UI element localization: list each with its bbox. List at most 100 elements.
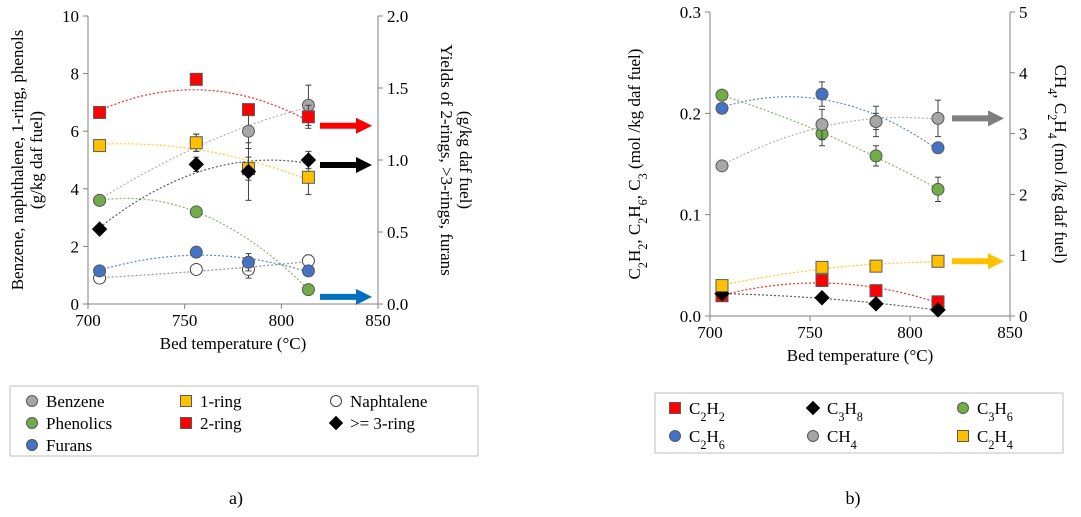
a-panel-label: a) bbox=[229, 488, 243, 509]
b-legend-label: C2H2 bbox=[689, 399, 725, 424]
b-y-left-tick-label: 0.3 bbox=[680, 3, 701, 22]
b-legend-marker bbox=[957, 402, 969, 414]
b-data-point bbox=[715, 159, 729, 173]
b-x-axis-title: Bed temperature (°C) bbox=[787, 346, 934, 365]
b-data-point bbox=[931, 254, 945, 268]
a-legend-label: Phenolics bbox=[46, 414, 112, 433]
a-y-right-tick-label: 0.5 bbox=[387, 223, 408, 242]
a-x-axis-title: Bed temperature (°C) bbox=[160, 334, 307, 353]
b-data-point bbox=[815, 260, 829, 274]
a-y-right-tick-label: 0.0 bbox=[387, 295, 408, 314]
b-legend-marker bbox=[805, 400, 821, 416]
b-legend-box bbox=[654, 392, 1064, 454]
a-data-point bbox=[93, 264, 107, 278]
b-data-point bbox=[931, 182, 945, 196]
a-y-right-tick-label: 2.0 bbox=[387, 7, 408, 26]
a-series-phenolics bbox=[93, 193, 315, 297]
a-arrow-head bbox=[356, 157, 372, 173]
b-data-point bbox=[814, 290, 830, 306]
b-legend-marker bbox=[807, 430, 819, 442]
b-trendline bbox=[721, 293, 939, 311]
b-data-point bbox=[930, 302, 946, 318]
a-legend-marker bbox=[26, 395, 38, 407]
a-data-point bbox=[301, 170, 315, 184]
b-data-point bbox=[869, 284, 883, 298]
a-y-left-tick-label: 8 bbox=[71, 65, 80, 84]
b-data-point bbox=[715, 88, 729, 102]
a-data-point bbox=[240, 163, 257, 180]
b-data-point bbox=[869, 114, 883, 128]
a-x-tick-label: 850 bbox=[365, 311, 391, 330]
a-legend-label: Furans bbox=[46, 436, 92, 455]
a-x-tick-label: 750 bbox=[172, 311, 198, 330]
b-legend-marker bbox=[669, 430, 681, 442]
b-y-left-tick-label: 0.1 bbox=[680, 206, 701, 225]
a-legend-label: 2-ring bbox=[200, 414, 242, 433]
a-y-left-tick-label: 2 bbox=[71, 237, 80, 256]
b-y-right-tick-label: 0 bbox=[1019, 307, 1028, 326]
a-series--3-ring bbox=[91, 142, 317, 237]
b-y-right-tick-label: 5 bbox=[1019, 3, 1028, 22]
a-arrow-head bbox=[356, 288, 372, 305]
a-y-left-axis-title: Benzene, naphthalene, 1-ring, phenols bbox=[8, 30, 27, 291]
b-data-point bbox=[869, 149, 883, 163]
a-trendline bbox=[99, 261, 307, 279]
a-legend-marker bbox=[26, 417, 38, 429]
b-y-right-tick-label: 4 bbox=[1019, 64, 1028, 83]
b-y-right-tick-label: 1 bbox=[1019, 246, 1028, 265]
a-data-point bbox=[188, 156, 204, 173]
b-x-tick-label: 850 bbox=[997, 323, 1023, 342]
b-data-point bbox=[931, 141, 945, 155]
b-legend-label: C3H6 bbox=[977, 399, 1013, 424]
a-legend-label: Naphtalene bbox=[350, 392, 427, 411]
a-y-left-tick-label: 6 bbox=[71, 122, 80, 141]
b-trendline bbox=[721, 282, 939, 304]
b-y-right-tick-label: 2 bbox=[1019, 185, 1028, 204]
a-legend: Benzene 1-ring Naphtalene Phenolics 2-ring >=… bbox=[9, 385, 479, 457]
panel-a-chart: 700 750 800 850 0 2 4 6 8 10 0.0 0.5 1.0 1.5 2.0 Bed te… bbox=[8, 7, 479, 509]
a-legend-label: 1-ring bbox=[200, 392, 242, 411]
b-legend-marker bbox=[957, 430, 969, 442]
a-data-point bbox=[241, 255, 255, 269]
b-legend-label: CH4 bbox=[827, 427, 857, 452]
a-trendline bbox=[99, 197, 308, 289]
a-y-right-tick-label: 1.0 bbox=[387, 151, 408, 170]
b-panel-label: b) bbox=[846, 488, 861, 509]
a-x-tick-label: 700 bbox=[75, 311, 101, 330]
a-y-right-axis-title: Yields of 2-rings, >3-rings, furans bbox=[437, 44, 456, 276]
b-data-point bbox=[815, 274, 829, 288]
a-data-point bbox=[93, 105, 107, 119]
b-data-point bbox=[815, 87, 829, 101]
a-series-naphtalene bbox=[93, 254, 315, 285]
a-arrow-head bbox=[356, 117, 372, 134]
a-trendline bbox=[99, 107, 307, 201]
a-y-left-tick-label: 4 bbox=[71, 180, 80, 199]
b-data-point bbox=[815, 117, 829, 131]
a-legend-marker bbox=[26, 439, 38, 451]
a-series-benzene bbox=[93, 84, 315, 207]
a-data-point bbox=[91, 221, 108, 237]
a-legend-marker bbox=[330, 395, 342, 407]
b-data-point bbox=[715, 279, 729, 293]
a-trendline bbox=[99, 254, 307, 273]
b-data-point bbox=[869, 259, 883, 273]
a-data-point bbox=[241, 103, 255, 117]
a-data-point bbox=[241, 124, 255, 138]
b-legend-label: C2H6 bbox=[689, 427, 725, 452]
b-series-c3h6 bbox=[715, 88, 945, 202]
a-data-point bbox=[93, 139, 107, 153]
b-data-point bbox=[931, 111, 945, 125]
b-y-left-tick-label: 0.0 bbox=[680, 307, 701, 326]
a-data-point bbox=[300, 152, 317, 168]
a-legend-label: >= 3-ring bbox=[350, 414, 415, 433]
a-series-1-ring bbox=[93, 133, 315, 196]
b-series-c2h4 bbox=[715, 254, 945, 293]
b-legend-label: C3H8 bbox=[827, 399, 863, 424]
a-data-point bbox=[301, 283, 315, 297]
a-y-left-tick-label: 0 bbox=[71, 295, 80, 314]
a-x-tick-label: 800 bbox=[269, 311, 295, 330]
a-y-left-axis-title: (g/kg daf fuel) bbox=[27, 111, 46, 209]
b-arrow-head bbox=[988, 253, 1004, 270]
b-legend-marker bbox=[669, 402, 681, 414]
